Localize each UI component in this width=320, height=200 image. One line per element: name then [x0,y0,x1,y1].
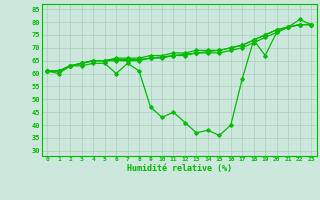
X-axis label: Humidité relative (%): Humidité relative (%) [127,164,232,173]
